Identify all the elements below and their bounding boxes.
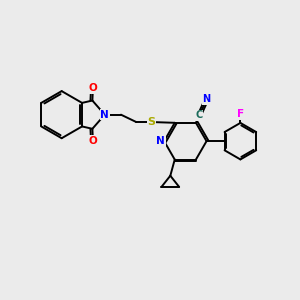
Text: N: N — [100, 110, 109, 120]
Text: N: N — [202, 94, 210, 104]
Text: O: O — [88, 83, 97, 93]
Text: C: C — [195, 110, 203, 120]
Text: F: F — [237, 109, 244, 119]
Text: O: O — [88, 136, 97, 146]
Text: N: N — [156, 136, 165, 146]
Text: S: S — [148, 117, 156, 127]
